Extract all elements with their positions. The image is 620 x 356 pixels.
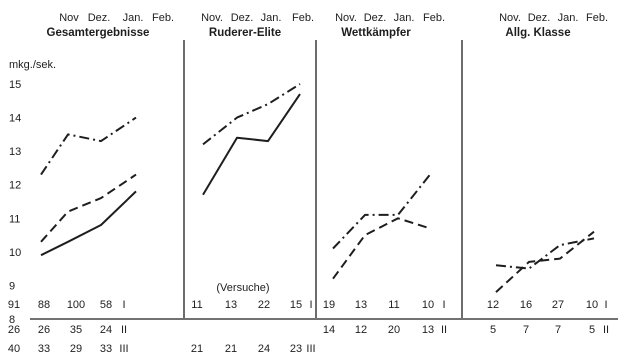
count-label: 21 (225, 343, 237, 355)
count-label: 58 (100, 299, 112, 311)
count-label: 10 (422, 299, 434, 311)
group-label: I (604, 299, 607, 311)
series-line-iii (40, 190, 137, 257)
panel-title: Ruderer-Elite (209, 27, 281, 39)
count-label: 88 (38, 299, 50, 311)
series-line-ii (495, 230, 595, 293)
count-label: 100 (67, 299, 85, 311)
series-line-ii (332, 217, 431, 280)
series-line-i (495, 237, 595, 270)
count-label: 26 (38, 324, 50, 336)
month-header: Jan. (394, 12, 415, 24)
count-label: 24 (258, 343, 270, 355)
series-line-i (202, 83, 301, 146)
count-label: 27 (552, 299, 564, 311)
count-label: 5 (490, 324, 496, 336)
month-header: Dez. (528, 12, 551, 24)
y-tick-label: 9 (9, 280, 15, 292)
series-line-i (40, 116, 137, 176)
month-header: Feb. (292, 12, 314, 24)
panel-4: Nov. Dez. Jan. Feb. Allg. Klasse 12 16 27 10 I 5 7 7… (487, 12, 609, 336)
count-label: 21 (191, 343, 203, 355)
month-header: Feb. (586, 12, 608, 24)
y-axis: mkg./sek. 8 9 10 11 12 13 14 15 (9, 59, 56, 326)
panel-3: Nov. Dez. Jan. Feb. Wettkämpfer 19 13 11 10 I 14 12… (323, 12, 447, 336)
panel-title: Gesamtergebnisse (47, 27, 150, 39)
count-label: 16 (520, 299, 532, 311)
month-header: Nov (59, 12, 79, 24)
month-header: Jan. (123, 12, 144, 24)
month-header: Nov. (499, 12, 521, 24)
count-label: 12 (355, 324, 367, 336)
month-header: Dez. (88, 12, 111, 24)
y-tick-label: 12 (9, 180, 21, 192)
group-label: I (309, 299, 312, 311)
group-label: II (121, 324, 127, 336)
count-label: 29 (70, 343, 82, 355)
count-label: 23 (290, 343, 302, 355)
group-label: III (119, 343, 128, 355)
count-label: 35 (70, 324, 82, 336)
month-header: Jan. (261, 12, 282, 24)
group-label: III (306, 343, 315, 355)
month-header: Nov. (335, 12, 357, 24)
group-label: II (603, 324, 609, 336)
y-tick-label: 14 (9, 113, 21, 125)
y-tick-label: 11 (9, 213, 20, 225)
panel-2: Nov. Dez. Jan. Feb. Ruderer-Elite (Versuche) 1… (191, 12, 316, 355)
y-axis-label: mkg./sek. (9, 59, 56, 71)
count-label: 7 (523, 324, 529, 336)
count-label: 22 (258, 299, 270, 311)
y-tick-label: 8 (9, 314, 15, 326)
chart-frame (30, 40, 618, 320)
group-label: I (442, 299, 445, 311)
count-label: 40 (8, 343, 20, 355)
count-label: 15 (290, 299, 302, 311)
month-header: Dez. (364, 12, 387, 24)
panel-title: Allg. Klasse (505, 27, 570, 39)
count-label: 13 (355, 299, 367, 311)
panel-note: (Versuche) (216, 282, 269, 294)
count-label: 26 (8, 324, 20, 336)
month-header: Feb. (423, 12, 445, 24)
group-label: I (122, 299, 125, 311)
series-line-i (332, 173, 431, 250)
group-label: II (441, 324, 447, 336)
panel-1: Nov Dez. Jan. Feb.Gesamtergebnisse 91 88 100 58… (8, 12, 174, 355)
count-label: 33 (38, 343, 50, 355)
count-label: 5 (589, 324, 595, 336)
series-line-ii (40, 173, 137, 243)
month-header: Jan. (558, 12, 579, 24)
panel-title: Wettkämpfer (341, 27, 411, 39)
count-label: 33 (100, 343, 112, 355)
series-line-iii (202, 93, 301, 196)
count-label: 12 (487, 299, 499, 311)
count-label: 11 (388, 299, 399, 311)
y-tick-label: 10 (9, 247, 21, 259)
count-label: 11 (191, 299, 202, 311)
count-label: 7 (555, 324, 561, 336)
count-label: 13 (422, 324, 434, 336)
count-label: 13 (225, 299, 237, 311)
y-tick-label: 15 (9, 79, 21, 91)
count-label: 19 (323, 299, 335, 311)
count-label: 10 (586, 299, 598, 311)
count-label: 20 (388, 324, 400, 336)
month-header: Nov. (201, 12, 223, 24)
month-header: Feb. (152, 12, 174, 24)
y-tick-label: 13 (9, 146, 21, 158)
month-header: Dez. (231, 12, 254, 24)
count-label: 91 (8, 299, 20, 311)
count-label: 24 (100, 324, 112, 336)
count-label: 14 (323, 324, 335, 336)
